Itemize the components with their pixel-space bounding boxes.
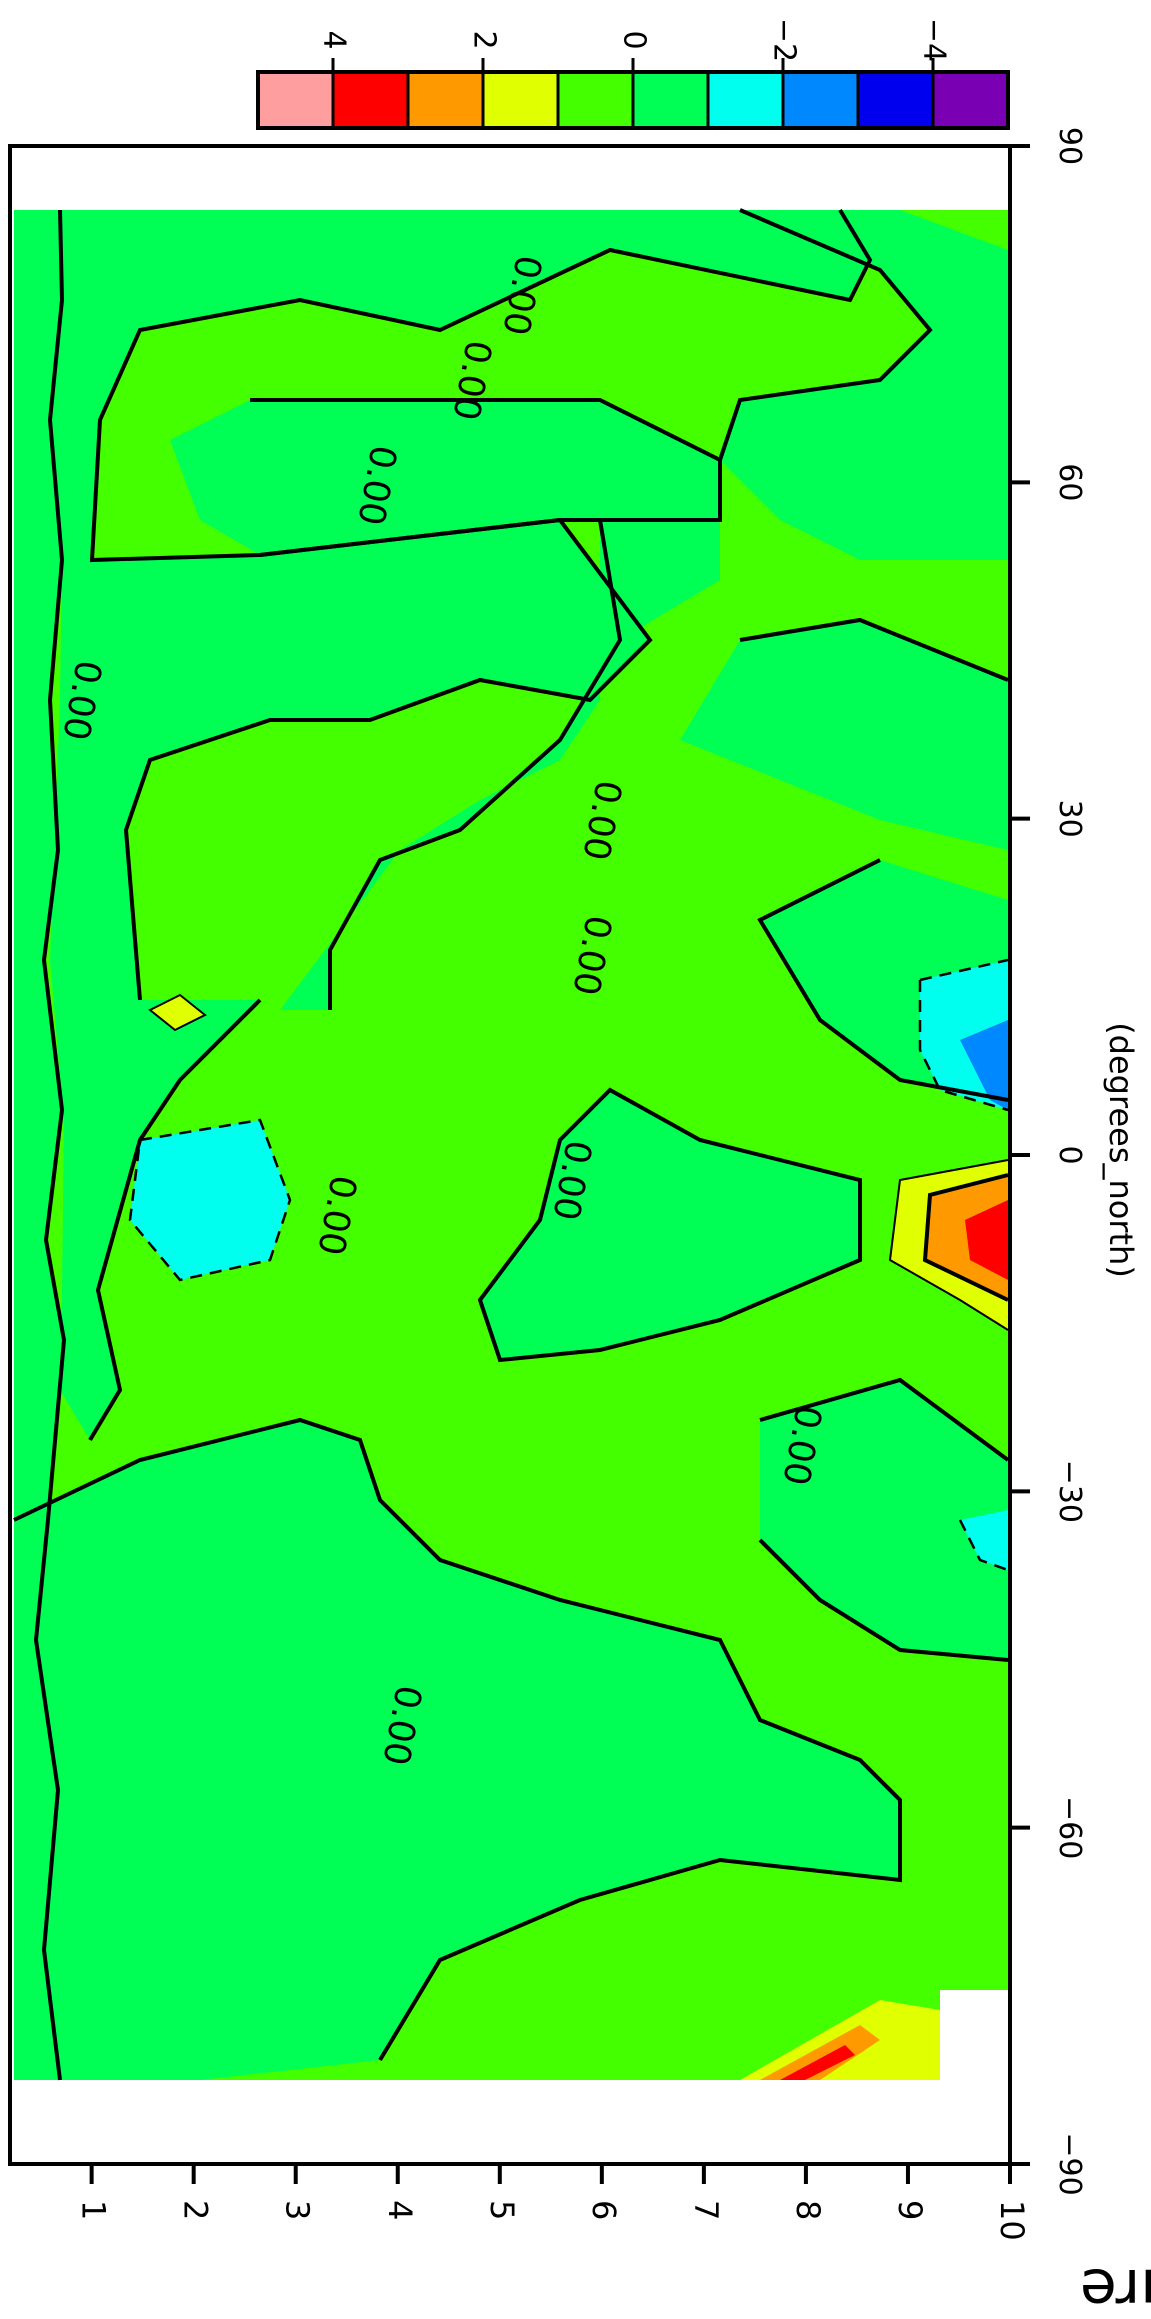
- y-tick-label: 4: [381, 2200, 419, 2220]
- colorbar-swatch: [558, 72, 633, 128]
- colorbar-swatch: [633, 72, 708, 128]
- y-tick-label: 10: [993, 2200, 1031, 2241]
- y-axis-label: pressure: [1080, 2255, 1151, 2319]
- colorbar-swatch: [483, 72, 558, 128]
- colorbar-tick-label: 0: [617, 30, 652, 49]
- colorbar-swatch: [333, 72, 408, 128]
- y-tick-label: 8: [789, 2200, 827, 2220]
- y-tick-label: 5: [483, 2200, 521, 2220]
- colorbar-swatch: [858, 72, 933, 128]
- x-tick-label: 0: [1052, 1145, 1087, 1164]
- x-tick-label: 30: [1052, 800, 1087, 838]
- colorbar-tick-label: −2: [767, 18, 802, 62]
- x-axis-label: (degrees_north): [1102, 1022, 1140, 1278]
- x-tick-label: −30: [1052, 1460, 1087, 1523]
- colorbar-tick-label: 4: [317, 30, 352, 49]
- y-tick-label: 6: [585, 2200, 623, 2220]
- y-tick-label: 7: [687, 2200, 725, 2220]
- colorbar: 4 2 0 −2 −4: [258, 18, 1008, 128]
- colorbar-swatch: [783, 72, 858, 128]
- colorbar-swatch: [933, 72, 1008, 128]
- colorbar-swatch: [408, 72, 483, 128]
- y-tick-label: 3: [279, 2200, 317, 2220]
- y-tick-label: 1: [75, 2200, 113, 2220]
- colorbar-tick-label: 2: [467, 30, 502, 49]
- y-tick-label: 9: [891, 2200, 929, 2220]
- colorbar-swatch: [258, 72, 333, 128]
- colorbar-swatch: [708, 72, 783, 128]
- y-tick-label: 2: [177, 2200, 215, 2220]
- y-axis: 1 2 3 4 5 6 7 8 9 10: [75, 2164, 1031, 2241]
- x-tick-label: 60: [1052, 463, 1087, 501]
- colorbar-tick-label: −4: [917, 18, 952, 62]
- x-tick-label: 90: [1052, 127, 1087, 165]
- x-tick-label: −60: [1052, 1796, 1087, 1859]
- x-axis: −90 −60 −30 0 30 60 90: [1010, 127, 1087, 2196]
- x-tick-label: −90: [1052, 2132, 1087, 2195]
